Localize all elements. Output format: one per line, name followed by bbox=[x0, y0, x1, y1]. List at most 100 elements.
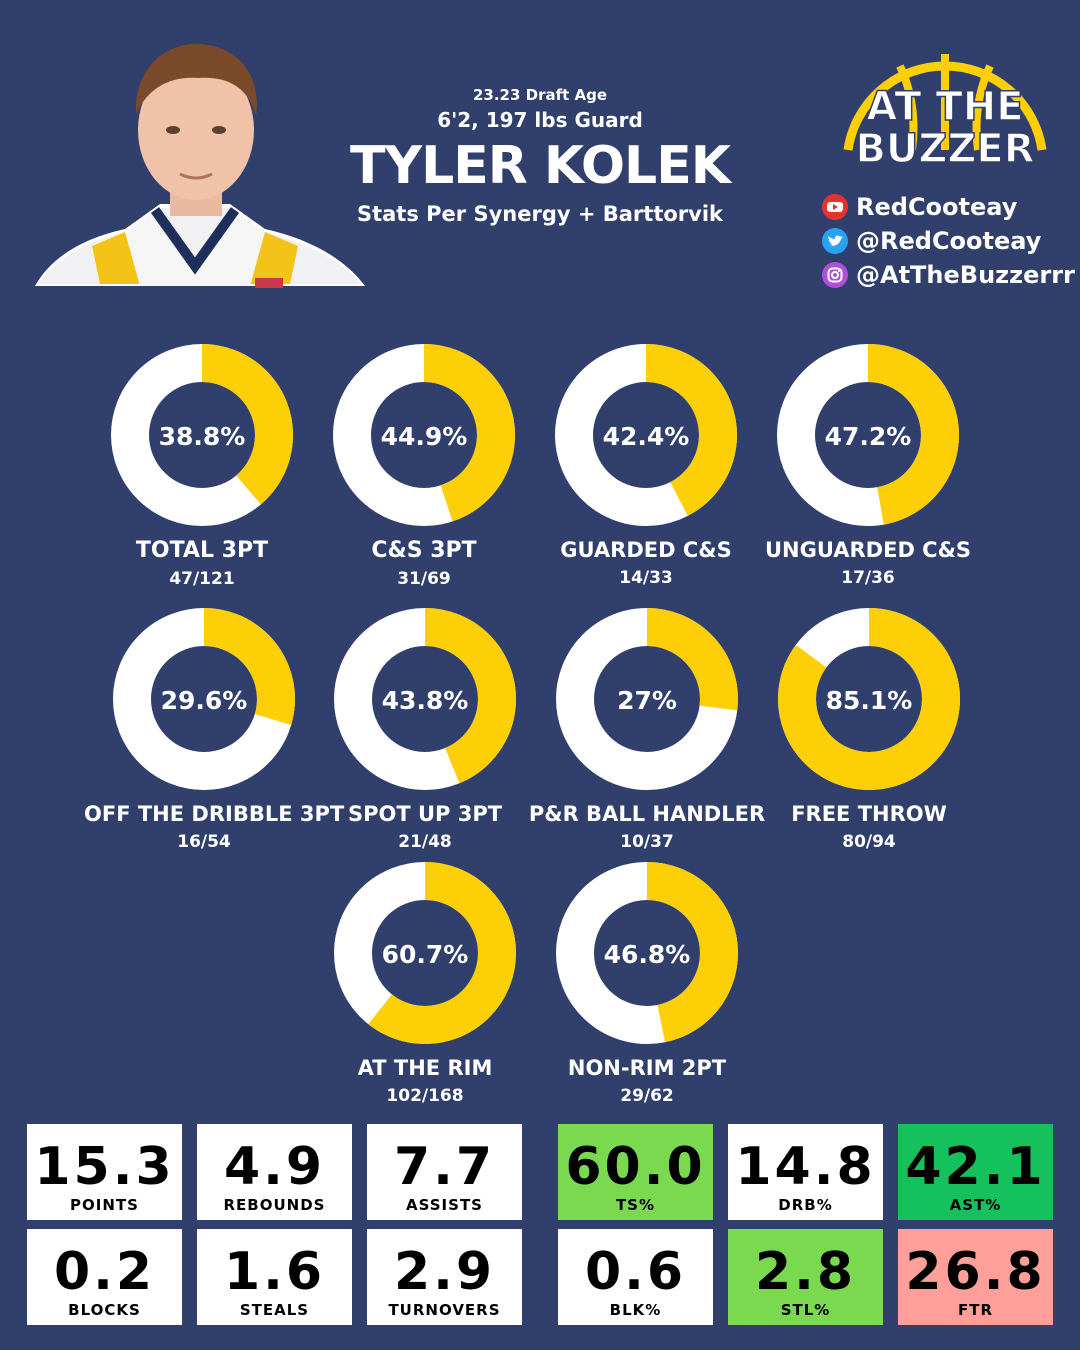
height-weight: 6'2, 197 lbs Guard bbox=[437, 108, 643, 132]
stat-box-ftr: 26.8 FTR bbox=[898, 1229, 1053, 1325]
stat-label: BLOCKS bbox=[68, 1301, 141, 1319]
social-links: RedCooteay @RedCooteay @AtTheBuzzerrr bbox=[822, 190, 1075, 292]
donut-label: FREE THROW bbox=[791, 802, 947, 826]
stat-box-assists: 7.7 ASSISTS bbox=[367, 1124, 522, 1220]
donut-label: OFF THE DRIBBLE 3PT bbox=[84, 802, 345, 826]
stat-value: 60.0 bbox=[565, 1137, 706, 1197]
donut-value-label: 42.4% bbox=[603, 422, 690, 451]
social-handle: @RedCooteay bbox=[856, 227, 1042, 255]
donut-slice bbox=[111, 344, 293, 526]
donut-value-label: 43.8% bbox=[382, 686, 469, 715]
donut-spot-up-3pt: 43.8% SPOT UP 3PT 21/48 bbox=[305, 608, 545, 852]
header: 23.23 Draft Age 6'2, 197 lbs Guard TYLER… bbox=[340, 86, 740, 226]
donut-made-attempts: 102/168 bbox=[386, 1086, 464, 1106]
donut-slice bbox=[778, 608, 960, 790]
donut-value-label: 85.1% bbox=[826, 686, 913, 715]
logo-line1: AT THE bbox=[866, 84, 1023, 130]
stats-source: Stats Per Synergy + Barttorvik bbox=[356, 202, 724, 226]
donut-made-attempts: 31/69 bbox=[397, 569, 451, 589]
stat-label: AST% bbox=[949, 1196, 1002, 1214]
donut-made-attempts: 29/62 bbox=[620, 1086, 674, 1106]
donut-free-throw: 85.1% FREE THROW 80/94 bbox=[749, 608, 989, 852]
stat-value: 14.8 bbox=[735, 1137, 876, 1197]
donut-made-attempts: 80/94 bbox=[842, 832, 896, 852]
donut-off-dribble-3pt: 29.6% OFF THE DRIBBLE 3PT 16/54 bbox=[84, 608, 345, 852]
donut-value-label: 27% bbox=[617, 686, 677, 715]
donut-label: C&S 3PT bbox=[371, 538, 477, 563]
social-twitter[interactable]: @RedCooteay bbox=[822, 224, 1072, 258]
donut-label: TOTAL 3PT bbox=[135, 538, 269, 563]
social-handle: RedCooteay bbox=[856, 193, 1018, 221]
stat-box-turnovers: 2.9 TURNOVERS bbox=[367, 1229, 522, 1325]
instagram-icon bbox=[822, 262, 848, 288]
donut-slice bbox=[556, 862, 738, 1044]
stat-value: 42.1 bbox=[905, 1137, 1046, 1197]
logo-line2: BUZZER bbox=[855, 126, 1034, 172]
donut-slice bbox=[556, 608, 738, 790]
donut-made-attempts: 17/36 bbox=[841, 568, 895, 588]
social-handle: @AtTheBuzzerrr bbox=[856, 261, 1075, 289]
donut-label: SPOT UP 3PT bbox=[347, 802, 503, 826]
donut-label: NON-RIM 2PT bbox=[567, 1056, 727, 1080]
stat-label: DRB% bbox=[778, 1196, 833, 1214]
donut-label: UNGUARDED C&S bbox=[764, 538, 972, 562]
youtube-icon bbox=[822, 194, 848, 220]
donut-value-label: 29.6% bbox=[161, 686, 248, 715]
donut-value-label: 46.8% bbox=[604, 940, 691, 969]
stat-box-drb-pct: 14.8 DRB% bbox=[728, 1124, 883, 1220]
donut-value-label: 38.8% bbox=[159, 422, 246, 451]
donut-label: GUARDED C&S bbox=[560, 538, 732, 562]
draft-age: 23.23 Draft Age bbox=[472, 86, 608, 104]
social-youtube[interactable]: RedCooteay bbox=[822, 190, 1072, 224]
stat-box-ast-pct: 42.1 AST% bbox=[898, 1124, 1053, 1220]
stat-label: STEALS bbox=[239, 1301, 310, 1319]
donut-non-rim-2pt: 46.8% NON-RIM 2PT 29/62 bbox=[527, 862, 767, 1106]
stat-value: 26.8 bbox=[905, 1242, 1046, 1302]
stat-label: TURNOVERS bbox=[388, 1301, 501, 1319]
donut-value-label: 60.7% bbox=[382, 940, 469, 969]
stat-label: STL% bbox=[780, 1301, 831, 1319]
donut-made-attempts: 16/54 bbox=[177, 832, 231, 852]
stat-box-steals: 1.6 STEALS bbox=[197, 1229, 352, 1325]
donut-label: P&R BALL HANDLER bbox=[528, 802, 766, 826]
stat-label: REBOUNDS bbox=[223, 1196, 326, 1214]
donut-label: AT THE RIM bbox=[357, 1056, 493, 1080]
stat-value: 2.8 bbox=[754, 1242, 857, 1302]
stat-label: ASSISTS bbox=[406, 1196, 483, 1214]
donut-pr-ball-handler: 27% P&R BALL HANDLER 10/37 bbox=[527, 608, 767, 852]
donut-made-attempts: 14/33 bbox=[619, 568, 673, 588]
stat-box-rebounds: 4.9 REBOUNDS bbox=[197, 1124, 352, 1220]
donut-slice bbox=[334, 862, 516, 1044]
stat-value: 7.7 bbox=[393, 1137, 496, 1197]
donut-slice bbox=[777, 344, 959, 526]
stat-value: 4.9 bbox=[223, 1137, 326, 1197]
stat-box-blocks: 0.2 BLOCKS bbox=[27, 1229, 182, 1325]
stat-box-stl-pct: 2.8 STL% bbox=[728, 1229, 883, 1325]
stat-box-ts-pct: 60.0 TS% bbox=[558, 1124, 713, 1220]
stat-value: 0.2 bbox=[53, 1242, 156, 1302]
donut-unguarded-cs: 47.2% UNGUARDED C&S 17/36 bbox=[748, 344, 988, 588]
stat-value: 15.3 bbox=[34, 1137, 175, 1197]
donut-value-label: 44.9% bbox=[381, 422, 468, 451]
donut-slice bbox=[113, 608, 295, 790]
donut-made-attempts: 21/48 bbox=[398, 832, 452, 852]
stat-value: 1.6 bbox=[223, 1242, 326, 1302]
donut-slice bbox=[555, 344, 737, 526]
stat-label: TS% bbox=[615, 1196, 656, 1214]
stat-box-blk-pct: 0.6 BLK% bbox=[558, 1229, 713, 1325]
stat-label: POINTS bbox=[70, 1196, 139, 1214]
player-photo bbox=[30, 34, 370, 292]
donut-slice bbox=[333, 344, 515, 526]
stat-value: 0.6 bbox=[584, 1242, 687, 1302]
donut-made-attempts: 47/121 bbox=[169, 569, 235, 589]
twitter-icon bbox=[822, 228, 848, 254]
stat-label: BLK% bbox=[609, 1301, 662, 1319]
at-the-buzzer-logo: AT THE BUZZER bbox=[840, 50, 1050, 180]
stat-box-points: 15.3 POINTS bbox=[27, 1124, 182, 1220]
social-instagram[interactable]: @AtTheBuzzerrr bbox=[822, 258, 1075, 292]
donut-cs-3pt: 44.9% C&S 3PT 31/69 bbox=[304, 344, 544, 589]
donut-value-label: 47.2% bbox=[825, 422, 912, 451]
donut-guarded-cs: 42.4% GUARDED C&S 14/33 bbox=[526, 344, 766, 588]
player-name: TYLER KOLEK bbox=[349, 136, 731, 196]
stat-label: FTR bbox=[957, 1301, 994, 1319]
